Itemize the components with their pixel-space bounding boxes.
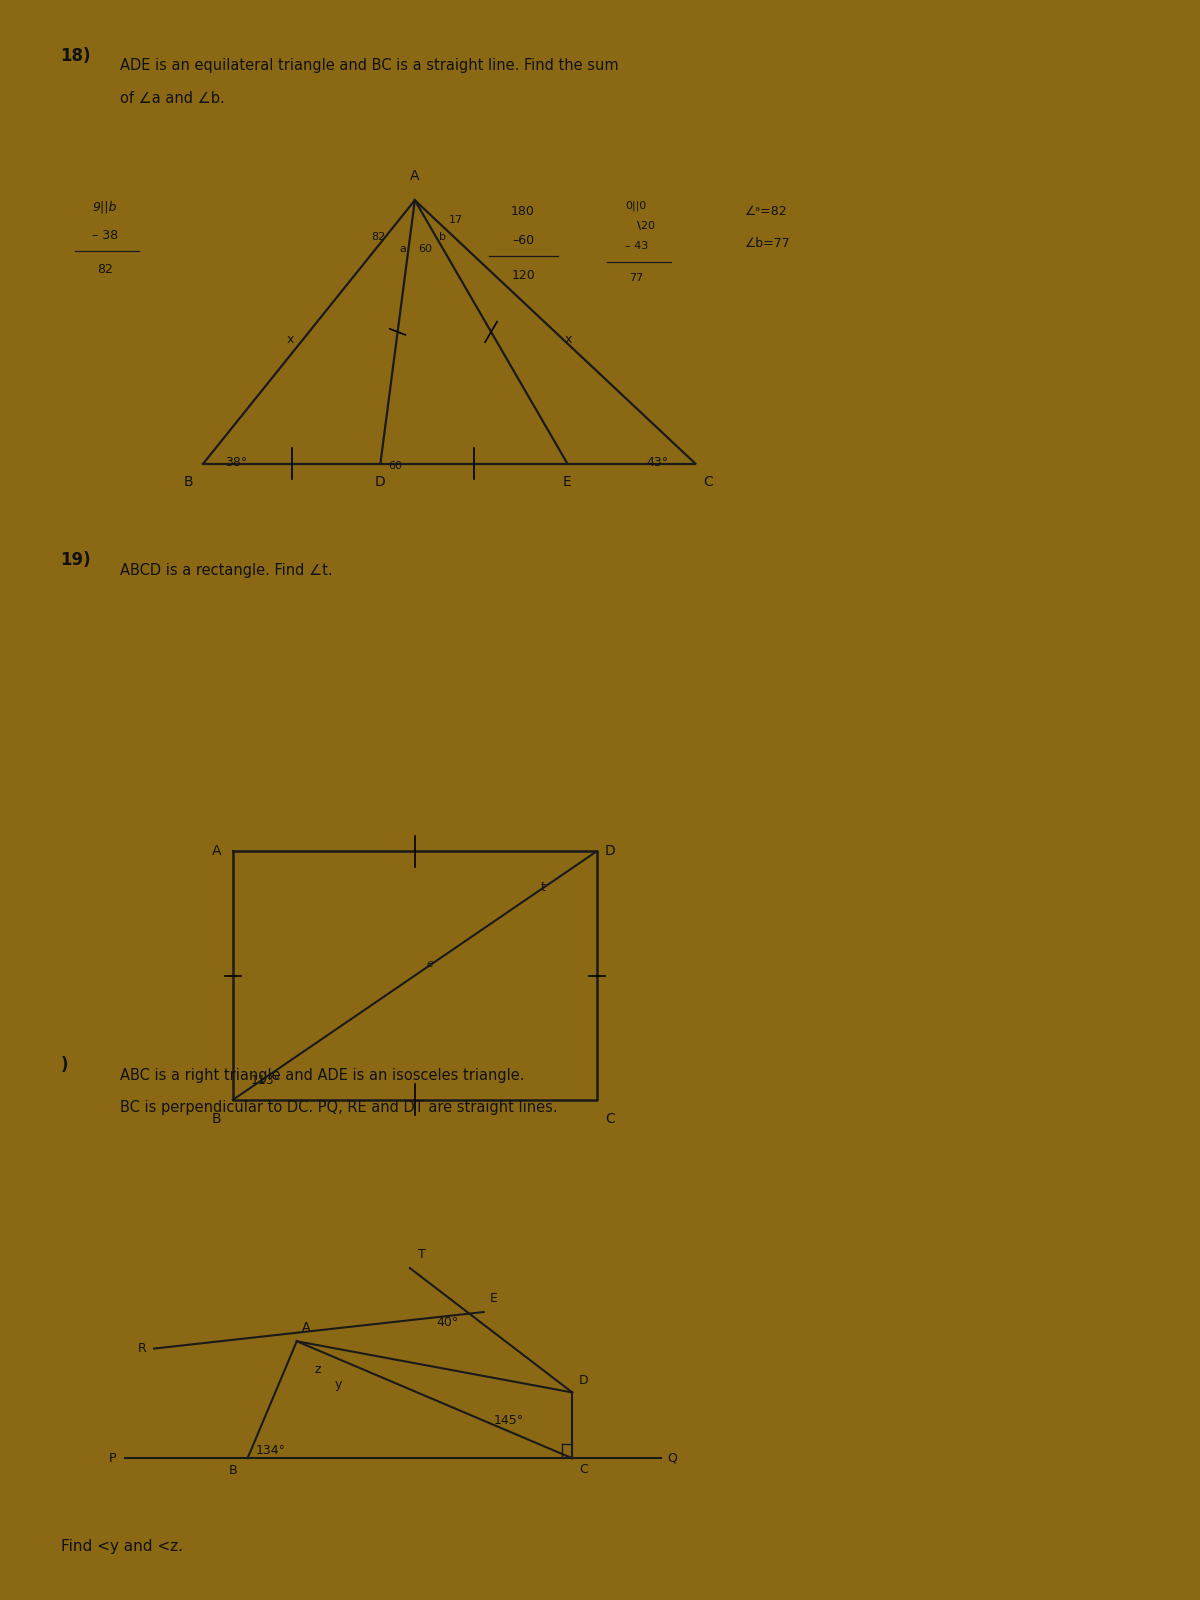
Text: C: C [605, 1112, 614, 1125]
Text: A: A [410, 168, 420, 182]
Text: – 38: – 38 [92, 229, 118, 243]
Text: – 43: – 43 [625, 242, 648, 251]
Text: x: x [565, 333, 572, 346]
Text: BC is perpendicular to DC. PQ, RE and DT are straight lines.: BC is perpendicular to DC. PQ, RE and DT… [120, 1099, 557, 1115]
Text: 9||b: 9||b [92, 200, 118, 213]
Text: B: B [184, 475, 193, 490]
Text: ABCD is a rectangle. Find ∠t.: ABCD is a rectangle. Find ∠t. [120, 563, 332, 578]
Text: x: x [287, 333, 294, 346]
Text: y: y [334, 1378, 342, 1390]
Text: E: E [563, 475, 571, 490]
Text: –60: –60 [512, 234, 534, 246]
Text: ABC is a right triangle and ADE is an isosceles triangle.: ABC is a right triangle and ADE is an is… [120, 1067, 524, 1083]
Text: Find <y and <z.: Find <y and <z. [60, 1539, 182, 1554]
Text: C: C [703, 475, 713, 490]
Text: 120: 120 [511, 269, 535, 282]
Text: 60: 60 [389, 461, 402, 470]
Text: R: R [138, 1342, 146, 1355]
Text: b: b [439, 232, 446, 243]
Text: z: z [314, 1363, 320, 1376]
Text: e: e [427, 958, 433, 970]
Text: 38°: 38° [224, 456, 247, 469]
Text: $\mathbf{\backslash}$20: $\mathbf{\backslash}$20 [636, 219, 656, 232]
Text: 19): 19) [60, 552, 91, 570]
Text: 17: 17 [449, 214, 463, 226]
Text: ): ) [60, 1056, 68, 1074]
Text: D: D [580, 1374, 589, 1387]
Text: B: B [211, 1112, 221, 1125]
Text: 18): 18) [60, 46, 91, 64]
Text: ∠b=77: ∠b=77 [744, 237, 791, 250]
Text: 180: 180 [511, 205, 535, 218]
Text: D: D [605, 845, 616, 858]
Text: A: A [211, 845, 221, 858]
Text: a: a [400, 245, 407, 254]
Text: t: t [540, 882, 545, 894]
Text: 145°: 145° [493, 1414, 523, 1427]
Text: A: A [301, 1322, 310, 1334]
Text: 77: 77 [629, 274, 643, 283]
Text: Q: Q [667, 1451, 678, 1464]
Text: B: B [229, 1464, 238, 1477]
Text: ADE is an equilateral triangle and BC is a straight line. Find the sum: ADE is an equilateral triangle and BC is… [120, 58, 618, 74]
Text: T: T [418, 1248, 426, 1261]
Text: 82: 82 [371, 232, 385, 243]
Text: 60: 60 [418, 245, 432, 254]
Text: 0||0: 0||0 [625, 200, 647, 211]
Text: 82: 82 [97, 262, 113, 277]
Text: ∠ᵃ=82: ∠ᵃ=82 [744, 205, 787, 218]
Text: C: C [580, 1462, 588, 1475]
Text: 43°: 43° [646, 456, 668, 469]
Text: of ∠a and ∠b.: of ∠a and ∠b. [120, 91, 224, 106]
Text: 40°: 40° [437, 1317, 460, 1330]
Text: 134°: 134° [256, 1443, 286, 1456]
Text: D: D [376, 475, 385, 490]
Text: 113°: 113° [251, 1074, 281, 1086]
Text: P: P [109, 1451, 116, 1464]
Text: E: E [490, 1291, 498, 1304]
